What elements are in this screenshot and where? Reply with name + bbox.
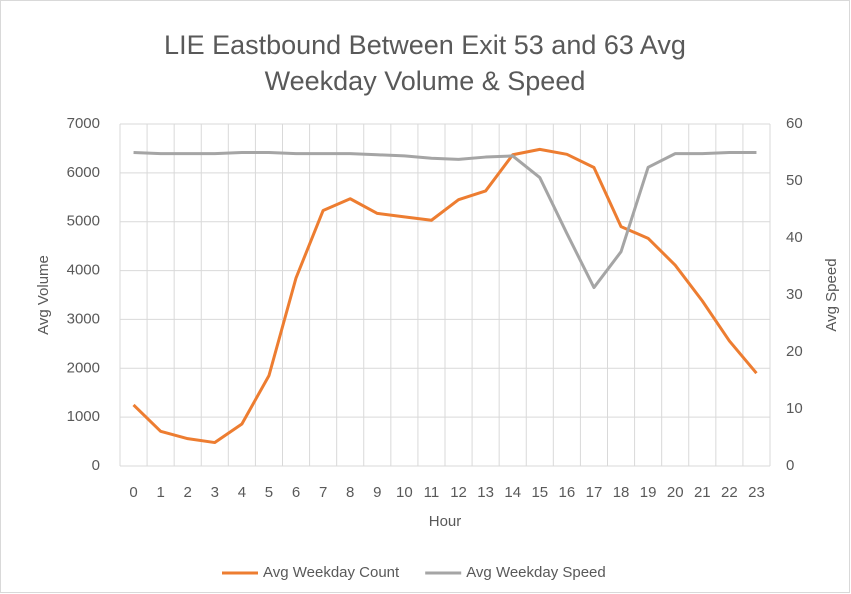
x-tick-label: 20 <box>667 484 684 501</box>
chart-title: Weekday Volume & Speed <box>265 66 586 96</box>
x-tick-label: 2 <box>184 484 192 501</box>
x-tick-label: 0 <box>129 484 137 501</box>
x-tick-label: 18 <box>613 484 630 501</box>
y-tick-label: 3000 <box>67 310 100 327</box>
y2-tick-label: 10 <box>786 400 803 417</box>
legend-label: Avg Weekday Count <box>263 564 400 581</box>
x-tick-label: 1 <box>156 484 164 501</box>
y-tick-label: 7000 <box>67 115 100 132</box>
x-tick-label: 16 <box>559 484 576 501</box>
x-tick-label: 10 <box>396 484 413 501</box>
y-tick-label: 1000 <box>67 408 100 425</box>
x-tick-label: 4 <box>238 484 246 501</box>
x-tick-label: 14 <box>504 484 521 501</box>
x-tick-label: 9 <box>373 484 381 501</box>
x-tick-label: 5 <box>265 484 273 501</box>
x-axis-title: Hour <box>429 513 462 530</box>
y-tick-label: 0 <box>92 457 100 474</box>
y2-tick-label: 60 <box>786 115 803 132</box>
y2-tick-label: 50 <box>786 172 803 189</box>
x-tick-label: 22 <box>721 484 738 501</box>
x-tick-label: 3 <box>211 484 219 501</box>
x-tick-label: 11 <box>424 484 440 501</box>
y-tick-label: 6000 <box>67 164 100 181</box>
y2-tick-label: 30 <box>786 286 803 303</box>
y-tick-label: 4000 <box>67 262 100 279</box>
x-tick-label: 7 <box>319 484 327 501</box>
chart-title: LIE Eastbound Between Exit 53 and 63 Avg <box>164 30 686 60</box>
y2-axis-title: Avg Speed <box>823 258 840 331</box>
y-axis-title: Avg Volume <box>35 255 52 335</box>
x-tick-label: 6 <box>292 484 300 501</box>
y2-tick-label: 20 <box>786 343 803 360</box>
x-tick-label: 15 <box>531 484 548 501</box>
x-tick-label: 21 <box>694 484 711 501</box>
y-tick-label: 2000 <box>67 359 100 376</box>
x-tick-label: 17 <box>586 484 603 501</box>
legend-label: Avg Weekday Speed <box>466 564 606 581</box>
line-series <box>133 151 757 290</box>
x-tick-label: 8 <box>346 484 354 501</box>
x-tick-label: 12 <box>450 484 467 501</box>
x-tick-label: 13 <box>477 484 494 501</box>
y2-tick-label: 40 <box>786 229 803 246</box>
x-tick-label: 19 <box>640 484 657 501</box>
x-tick-label: 23 <box>748 484 765 501</box>
y2-tick-label: 0 <box>786 457 794 474</box>
line-series <box>132 147 758 445</box>
y-tick-label: 5000 <box>67 213 100 230</box>
